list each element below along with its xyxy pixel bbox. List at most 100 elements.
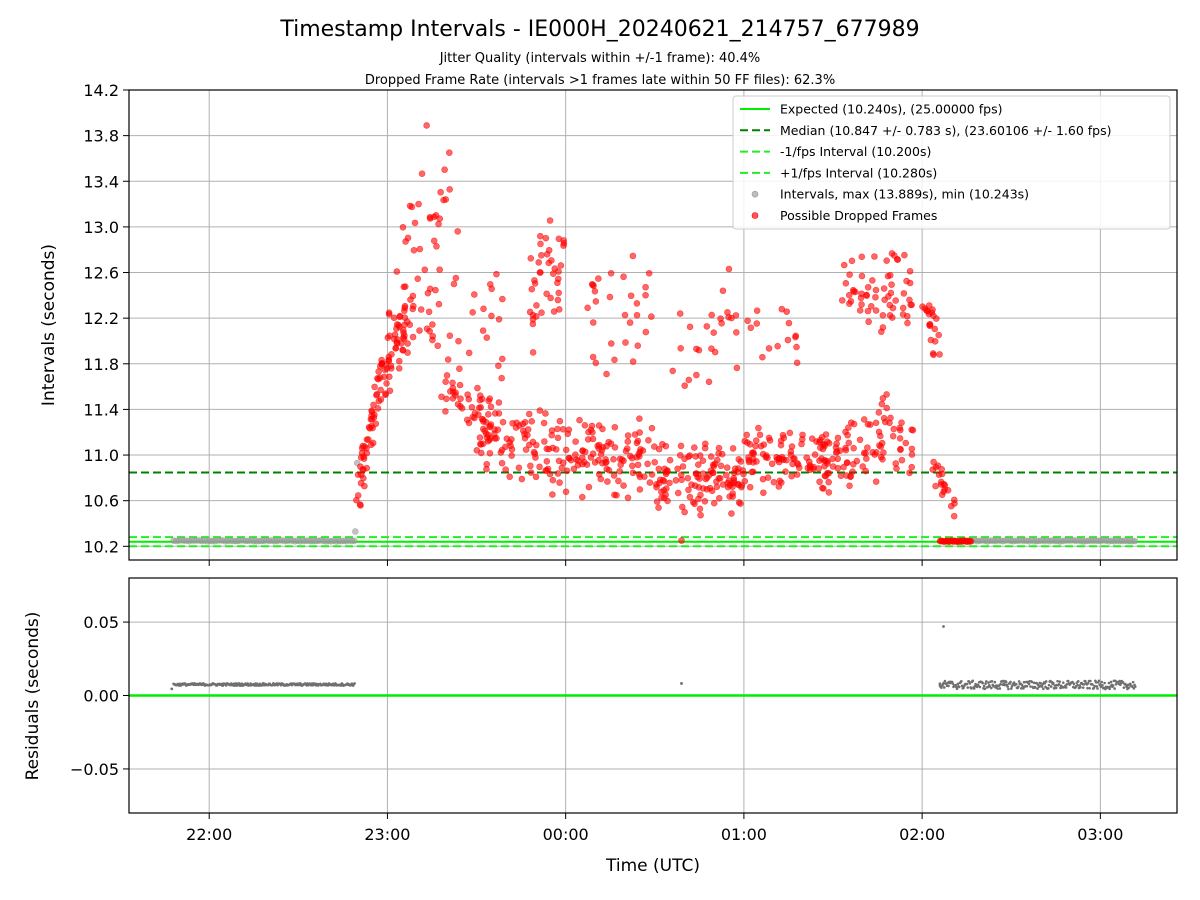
dropped-frame-point bbox=[631, 431, 639, 438]
residual-point bbox=[951, 682, 955, 685]
dropped-frame-point bbox=[793, 471, 801, 478]
residual-point bbox=[1027, 682, 1031, 686]
dropped-frame-point bbox=[933, 315, 940, 322]
dropped-frame-point bbox=[442, 408, 449, 415]
dropped-frame-point bbox=[735, 456, 743, 463]
dropped-frame-point bbox=[931, 338, 939, 345]
residual-point bbox=[1056, 679, 1059, 683]
dropped-frame-point bbox=[864, 283, 872, 291]
dropped-frame-point bbox=[554, 434, 562, 442]
dropped-frame-point bbox=[872, 307, 880, 314]
intervals-panel: 10.2 10.6 11.0 11.4 11.8 12.2 12.6 13.0 13.4 13.8… bbox=[39, 81, 1178, 566]
dropped-frame-point bbox=[926, 322, 934, 330]
dropped-frame-point bbox=[753, 320, 761, 327]
dropped-frame-point bbox=[475, 411, 482, 418]
dropped-frame-point bbox=[589, 319, 597, 326]
dropped-frame-point bbox=[409, 333, 417, 341]
dropped-frame-point bbox=[844, 431, 851, 439]
residual-point bbox=[680, 682, 683, 685]
dropped-frame-point bbox=[390, 314, 398, 322]
dropped-frame-point bbox=[699, 485, 707, 492]
dropped-frame-point bbox=[483, 465, 490, 473]
dropped-frame-point bbox=[464, 391, 471, 398]
dropped-frame-point bbox=[532, 454, 539, 461]
dropped-frame-point bbox=[476, 396, 484, 404]
legend-marker-4 bbox=[751, 190, 759, 198]
dropped-frame-point bbox=[363, 436, 371, 443]
dropped-frame-point bbox=[728, 510, 735, 517]
residual-point bbox=[1107, 681, 1111, 685]
dropped-frame-point bbox=[872, 419, 880, 427]
dropped-frame-point bbox=[502, 466, 509, 473]
residual-point bbox=[990, 679, 994, 683]
dropped-frame-point bbox=[491, 410, 499, 417]
dropped-frame-point bbox=[864, 307, 872, 315]
dropped-frame-point bbox=[888, 281, 895, 288]
dropped-frame-point bbox=[498, 374, 505, 382]
dropped-frame-point bbox=[864, 444, 871, 451]
dropped-frame-point bbox=[621, 311, 629, 319]
dropped-frame-point bbox=[646, 479, 654, 486]
dropped-frame-point bbox=[847, 298, 855, 305]
dropped-frame-point bbox=[726, 482, 734, 489]
residual-point bbox=[1088, 686, 1091, 690]
residual-point bbox=[1006, 685, 1009, 688]
dropped-frame-point bbox=[508, 452, 515, 459]
dropped-frame-point bbox=[875, 428, 883, 436]
residual-point bbox=[1004, 680, 1008, 684]
dropped-frame-point bbox=[798, 440, 805, 448]
dropped-frame-point bbox=[662, 470, 670, 478]
dropped-frame-point bbox=[530, 448, 538, 456]
dropped-frame-point bbox=[498, 459, 506, 467]
dropped-frame-point bbox=[363, 464, 371, 472]
dropped-frame-point bbox=[543, 290, 550, 298]
dropped-frame-point bbox=[450, 280, 458, 288]
dropped-frame-point bbox=[849, 461, 857, 468]
residual-point bbox=[943, 679, 947, 683]
dropped-frame-point bbox=[770, 478, 778, 486]
chart-subtitle-jitter: Jitter Quality (intervals within +/-1 fr… bbox=[439, 51, 761, 66]
dropped-frame-point bbox=[842, 279, 850, 287]
residual-point bbox=[1101, 684, 1104, 687]
dropped-frame-point bbox=[493, 270, 500, 278]
dropped-frame-point bbox=[455, 337, 462, 345]
dropped-frame-point bbox=[495, 316, 503, 323]
residual-point bbox=[968, 682, 972, 685]
x-tick-label: 22:00 bbox=[186, 825, 232, 844]
dropped-frame-point bbox=[845, 424, 852, 431]
dropped-frame-point bbox=[653, 481, 660, 488]
dropped-frame-point bbox=[591, 459, 599, 466]
dropped-frame-point bbox=[421, 266, 429, 274]
dropped-frame-point bbox=[603, 370, 610, 378]
dropped-frame-point bbox=[691, 444, 698, 451]
dropped-frame-point bbox=[477, 404, 484, 411]
legend-marker-5 bbox=[751, 212, 759, 219]
dropped-frame-point bbox=[655, 504, 662, 511]
dropped-frame-point bbox=[359, 442, 367, 450]
dropped-frame-point bbox=[387, 365, 395, 372]
dropped-frame-point bbox=[705, 378, 713, 386]
dropped-frame-point bbox=[584, 304, 591, 312]
residual-point bbox=[1052, 681, 1055, 685]
dropped-frame-point bbox=[400, 335, 408, 343]
dropped-frame-point bbox=[871, 253, 878, 260]
dropped-frame-point bbox=[395, 357, 403, 365]
dropped-frame-point bbox=[834, 434, 842, 442]
chart-title: Timestamp Intervals - IE000H_20240621_21… bbox=[279, 17, 919, 42]
dropped-frame-point bbox=[932, 463, 940, 471]
dropped-frame-point bbox=[950, 512, 958, 520]
residual-point bbox=[965, 682, 969, 686]
dropped-frame-point bbox=[836, 447, 844, 454]
dropped-frame-point bbox=[655, 445, 663, 453]
residual-point bbox=[1127, 686, 1131, 689]
interval-point bbox=[352, 528, 359, 535]
dropped-frame-point bbox=[542, 234, 550, 242]
dropped-frame-point bbox=[685, 486, 692, 494]
dropped-frame-point bbox=[685, 376, 693, 384]
dropped-frame-point bbox=[730, 469, 738, 477]
dropped-frame-point bbox=[481, 427, 489, 435]
residuals-points bbox=[170, 625, 1137, 691]
dropped-frame-point bbox=[880, 285, 888, 292]
dropped-frame-point bbox=[764, 474, 772, 481]
dropped-frame-point bbox=[458, 405, 466, 412]
